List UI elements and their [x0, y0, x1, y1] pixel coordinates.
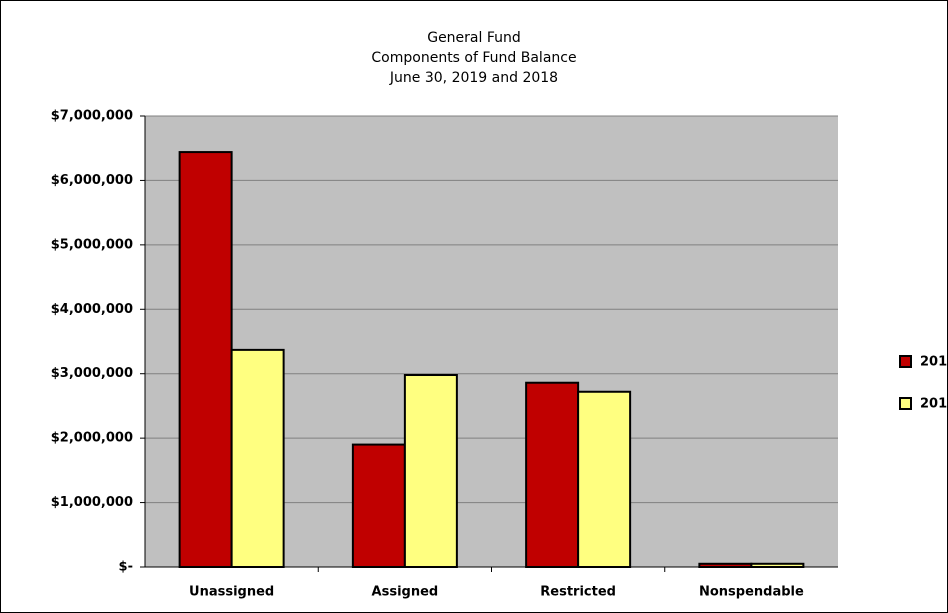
chart-subtitle: Components of Fund Balance [371, 50, 576, 66]
legend-label: 2018 [920, 397, 948, 412]
y-tick-label: $1,000,000 [51, 495, 133, 510]
bar [403, 374, 458, 569]
chart-subtitle: June 30, 2019 and 2018 [389, 70, 558, 86]
x-tick-label: Restricted [540, 585, 616, 600]
x-tick-label: Assigned [372, 585, 439, 600]
bar [230, 348, 285, 568]
bar [698, 562, 753, 568]
legend-label: 2019 [920, 355, 948, 370]
y-tick-label: $2,000,000 [51, 431, 133, 446]
x-tick-label: Unassigned [189, 585, 274, 600]
y-tick-label: $6,000,000 [51, 173, 133, 188]
y-tick-label: $3,000,000 [51, 366, 133, 381]
bar [178, 151, 233, 569]
bar [525, 381, 580, 568]
x-tick-label: Nonspendable [699, 585, 804, 600]
y-tick-label: $- [119, 560, 133, 575]
bar [351, 443, 406, 569]
chart-title: General Fund [427, 30, 521, 46]
y-tick-label: $4,000,000 [51, 302, 133, 317]
bar [750, 562, 805, 568]
y-tick-label: $5,000,000 [51, 237, 133, 252]
y-tick-label: $7,000,000 [51, 109, 133, 124]
legend-swatch [899, 355, 912, 368]
legend-swatch [899, 397, 912, 410]
bar [577, 390, 632, 568]
